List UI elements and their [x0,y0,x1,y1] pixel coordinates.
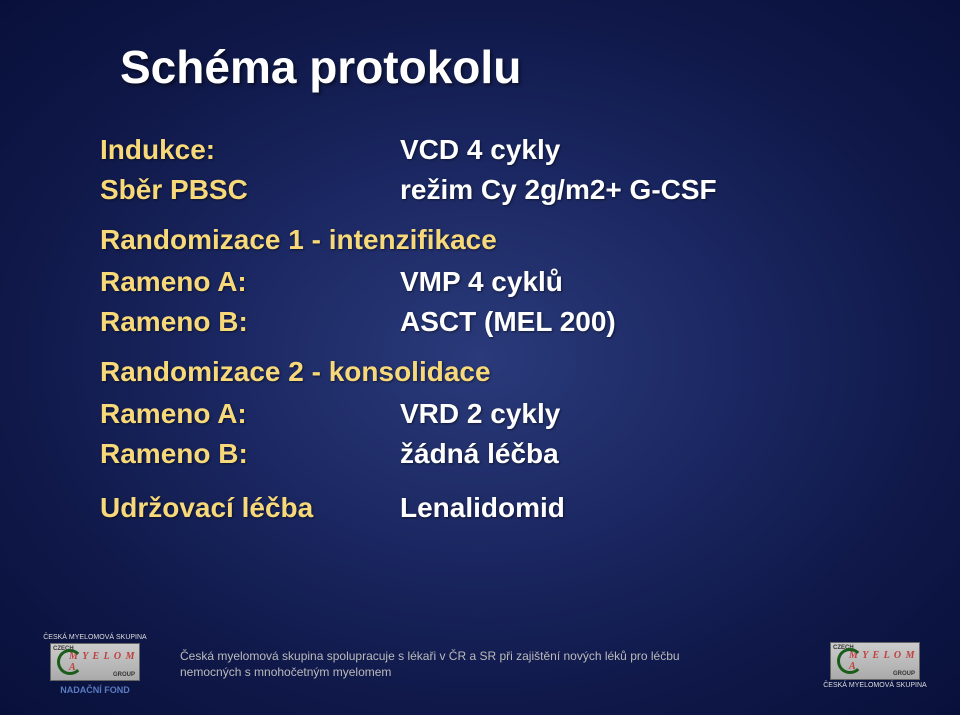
value: VRD 2 cykly [400,398,560,430]
slide-title: Schéma protokolu [120,40,880,94]
randomizace-2: Randomizace 2 - konsolidace [100,356,880,388]
logo-c-icon [57,649,83,675]
value: žádná léčba [400,438,559,470]
logo-group-text: GROUP [113,672,135,678]
label: Indukce: [100,134,400,166]
value: VCD 4 cykly [400,134,560,166]
row-rameno-b1: Rameno B: ASCT (MEL 200) [100,306,880,338]
label: Sběr PBSC [100,174,400,206]
logo-group-text: GROUP [893,671,915,677]
label: Rameno B: [100,438,400,470]
row-udrzovaci: Udržovací léčba Lenalidomid [100,492,880,524]
footer-text: Česká myelomová skupina spolupracuje s l… [160,649,820,680]
logo-box: CZECH M Y E L O M A GROUP [50,643,140,681]
value: režim Cy 2g/m2+ G-CSF [400,174,717,206]
logo-c-icon [837,648,863,674]
label: Rameno B: [100,306,400,338]
logo-caption-top: ČESKÁ MYELOMOVÁ SKUPINA [43,634,146,641]
value: ASCT (MEL 200) [400,306,616,338]
value: Lenalidomid [400,492,565,524]
footer-line1: Česká myelomová skupina spolupracuje s l… [180,649,800,665]
logo-caption-bottom: ČESKÁ MYELOMOVÁ SKUPINA [823,682,926,689]
row-rameno-b2: Rameno B: žádná léčba [100,438,880,470]
logo-left: ČESKÁ MYELOMOVÁ SKUPINA CZECH M Y E L O … [30,634,160,695]
row-rameno-a1: Rameno A: VMP 4 cyklů [100,266,880,298]
row-sber: Sběr PBSC režim Cy 2g/m2+ G-CSF [100,174,880,206]
value: VMP 4 cyklů [400,266,563,298]
logo-right: CZECH M Y E L O M A GROUP ČESKÁ MYELOMOV… [820,640,930,689]
label: Rameno A: [100,398,400,430]
nadacni-fond: NADAČNÍ FOND [60,685,130,695]
footer-line2: nemocných s mnohočetným myelomem [180,665,800,681]
row-indukce: Indukce: VCD 4 cykly [100,134,880,166]
label: Rameno A: [100,266,400,298]
footer: ČESKÁ MYELOMOVÁ SKUPINA CZECH M Y E L O … [0,634,960,695]
logo-box: CZECH M Y E L O M A GROUP [830,642,920,680]
label: Udržovací léčba [100,492,400,524]
row-rameno-a2: Rameno A: VRD 2 cykly [100,398,880,430]
randomizace-1: Randomizace 1 - intenzifikace [100,224,880,256]
